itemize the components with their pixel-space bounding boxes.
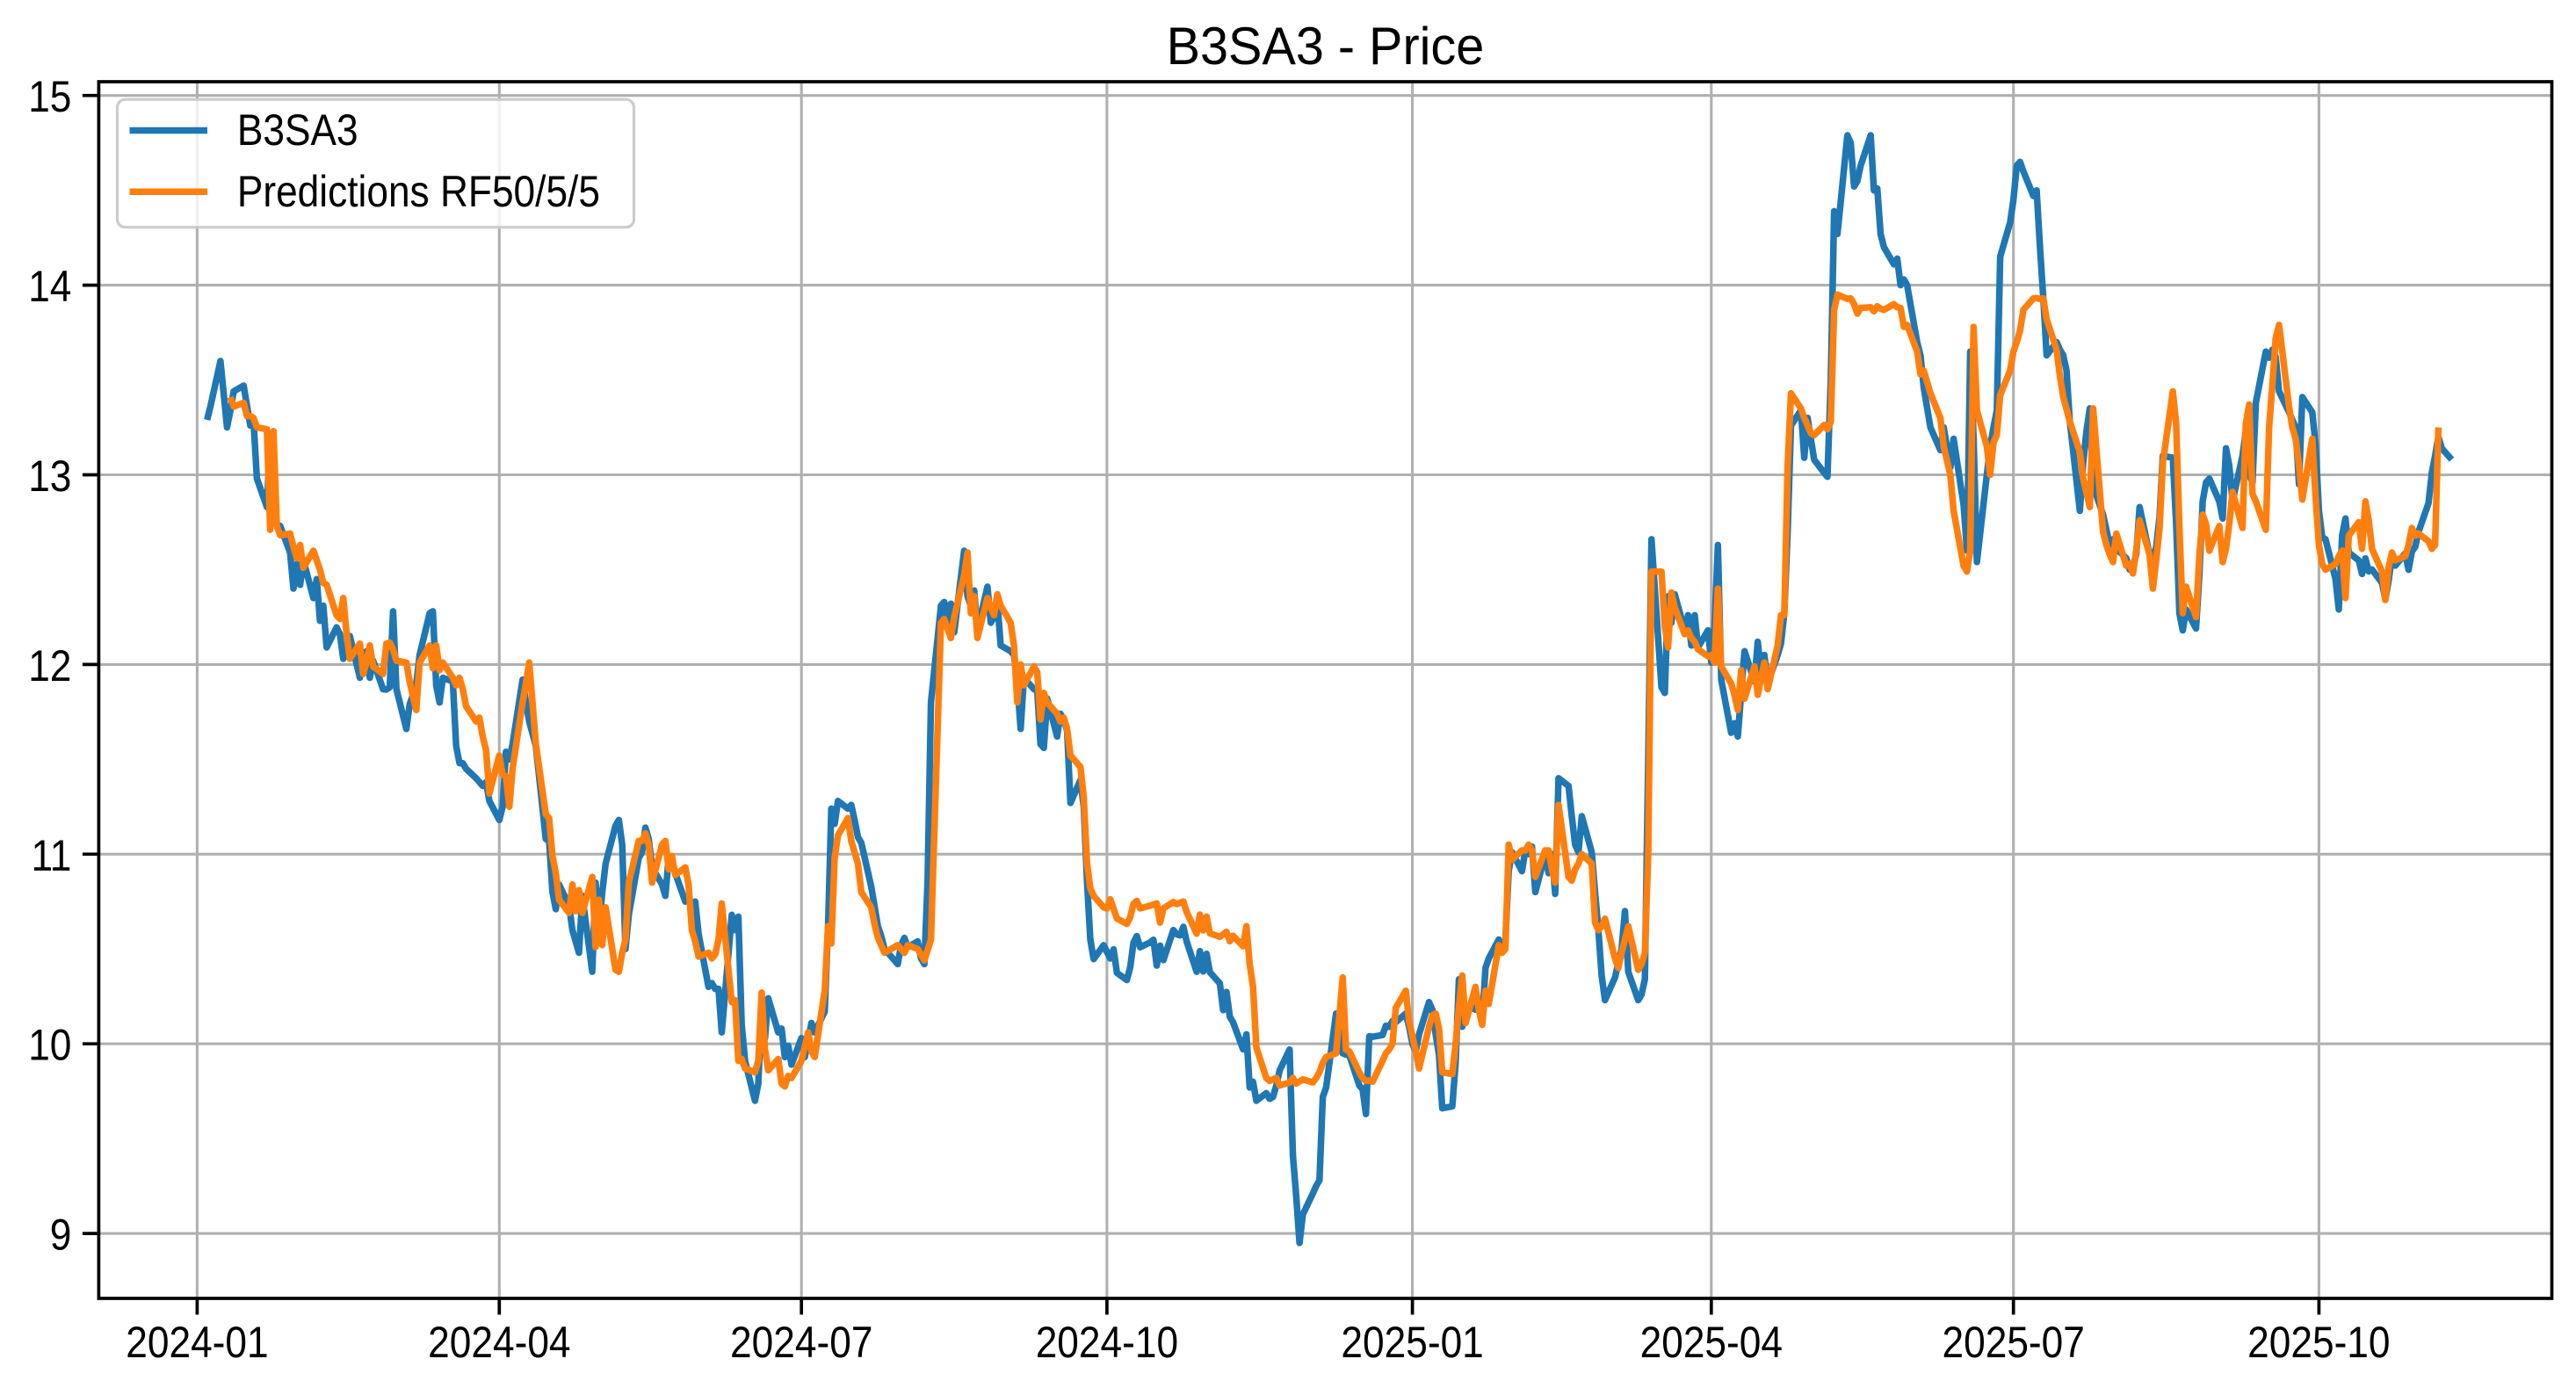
svg-text:B3SA3 - Price: B3SA3 - Price: [1167, 18, 1485, 76]
svg-text:11: 11: [31, 831, 71, 880]
svg-text:2025-01: 2025-01: [1341, 1319, 1483, 1368]
svg-text:Predictions RF50/5/5: Predictions RF50/5/5: [237, 167, 600, 216]
svg-text:2024-07: 2024-07: [730, 1319, 872, 1368]
svg-text:2025-07: 2025-07: [1943, 1319, 2085, 1368]
svg-text:13: 13: [28, 452, 71, 502]
svg-text:2024-04: 2024-04: [428, 1319, 570, 1368]
svg-text:15: 15: [28, 73, 71, 122]
svg-text:B3SA3: B3SA3: [237, 106, 358, 155]
svg-text:10: 10: [28, 1021, 71, 1070]
svg-text:2024-10: 2024-10: [1036, 1319, 1178, 1368]
svg-text:12: 12: [28, 641, 71, 690]
svg-text:2025-10: 2025-10: [2247, 1319, 2390, 1368]
svg-text:9: 9: [50, 1211, 72, 1260]
svg-text:14: 14: [28, 263, 71, 312]
svg-text:2025-04: 2025-04: [1640, 1319, 1783, 1368]
svg-text:2024-01: 2024-01: [126, 1319, 268, 1368]
